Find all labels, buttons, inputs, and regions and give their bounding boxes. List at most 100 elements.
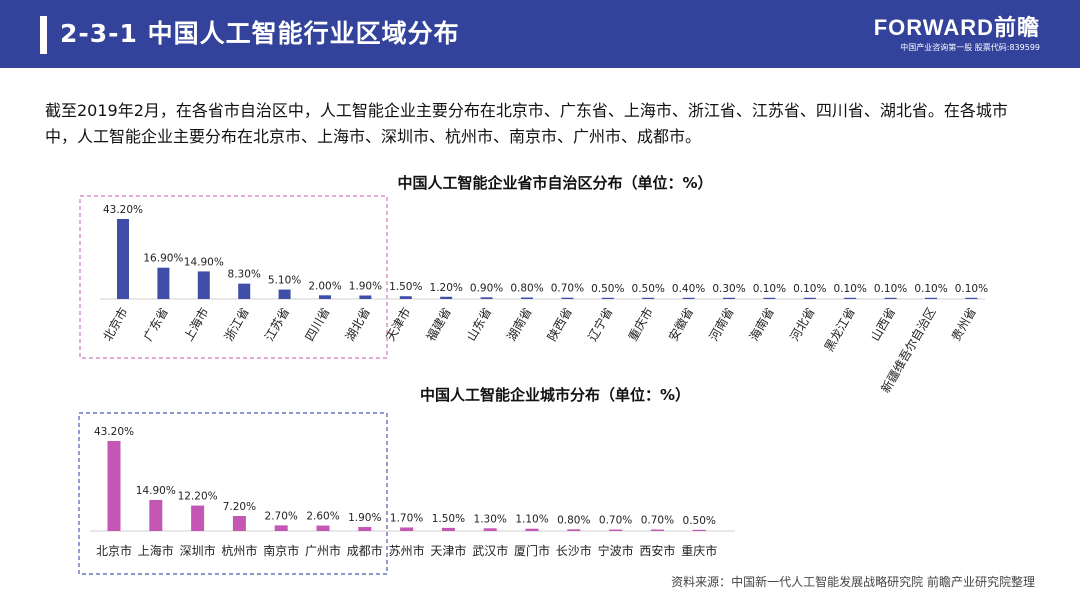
province-category-label: 浙江省 [222, 305, 252, 343]
city-bar [316, 525, 330, 531]
city-value-label: 14.90% [136, 485, 176, 497]
province-value-label: 1.50% [389, 281, 422, 293]
brand-logo: FORWARD前瞻 中国产业咨询第一股 股票代码:839599 [874, 16, 1040, 54]
city-bar [567, 529, 581, 531]
province-category-label: 四川省 [302, 305, 332, 343]
province-value-label: 0.10% [834, 283, 867, 295]
city-chart-title: 中国人工智能企业城市分布（单位：%） [419, 386, 691, 404]
province-bar [803, 297, 816, 299]
province-bar [117, 219, 129, 299]
province-value-label: 0.90% [470, 282, 503, 294]
city-value-label: 1.50% [432, 513, 465, 525]
province-bar [480, 297, 493, 299]
city-value-label: 1.30% [474, 513, 507, 525]
province-bar [278, 289, 291, 299]
province-value-label: 8.30% [228, 269, 261, 281]
city-category-label: 北京市 [96, 543, 132, 558]
province-value-label: 0.70% [551, 283, 584, 295]
province-category-label: 黑龙江省 [822, 305, 858, 354]
province-category-label: 江苏省 [262, 305, 292, 343]
city-value-label: 43.20% [94, 426, 134, 438]
province-bar [157, 267, 170, 299]
province-value-label: 1.90% [349, 280, 382, 292]
province-bar [682, 297, 695, 299]
header-accent-bar [40, 16, 47, 54]
province-category-label: 山东省 [464, 305, 494, 343]
province-value-label: 0.50% [632, 283, 665, 295]
intro-paragraph: 截至2019年2月，在各省市自治区中，人工智能企业主要分布在北京市、广东省、上海… [45, 101, 1008, 146]
city-category-label: 西安市 [639, 543, 675, 558]
province-bar [521, 297, 533, 299]
city-bar [358, 527, 372, 531]
province-category-label: 山西省 [868, 305, 898, 343]
city-bar [274, 525, 288, 531]
province-value-label: 2.00% [308, 280, 341, 292]
city-bar [149, 499, 163, 531]
province-bar [642, 297, 655, 299]
city-category-label: 苏州市 [389, 543, 425, 558]
city-bar [609, 529, 623, 531]
province-bar [965, 297, 978, 299]
province-category-label: 贵州省 [949, 305, 979, 343]
province-bar [440, 296, 453, 299]
city-value-label: 0.80% [557, 514, 590, 526]
province-category-label: 广东省 [141, 305, 171, 343]
city-category-label: 上海市 [138, 543, 174, 558]
province-bar [399, 296, 412, 299]
city-bar [441, 527, 455, 531]
city-category-label: 宁波市 [598, 543, 634, 558]
province-bar [197, 271, 210, 299]
city-value-label: 12.20% [178, 491, 218, 503]
province-bar [238, 283, 251, 299]
province-value-label: 0.80% [510, 283, 543, 295]
province-category-label: 湖南省 [504, 305, 535, 344]
province-bar [844, 297, 857, 299]
province-value-label: 0.10% [874, 283, 907, 295]
city-category-label: 深圳市 [180, 543, 216, 558]
province-value-label: 1.20% [430, 282, 463, 294]
city-value-label: 0.50% [683, 515, 716, 527]
province-value-label: 0.50% [591, 283, 624, 295]
city-value-label: 0.70% [599, 515, 632, 527]
city-category-label: 长沙市 [556, 543, 592, 558]
province-value-label: 0.10% [753, 283, 786, 295]
brand-name: FORWARD前瞻 [873, 15, 1040, 40]
source-note: 资料来源：中国新一代人工智能发展战略研究院 前瞻产业研究院整理 [671, 575, 1035, 589]
city-value-label: 0.70% [641, 515, 674, 527]
province-value-label: 14.90% [184, 256, 224, 268]
province-category-label: 重庆市 [625, 305, 656, 344]
city-bar [483, 528, 497, 531]
province-category-label: 辽宁省 [584, 305, 615, 344]
province-category-label: 河北省 [787, 305, 817, 343]
province-highlight-box [79, 195, 388, 359]
page-title: 2-3-1 中国人工智能行业区域分布 [60, 19, 460, 48]
province-value-label: 0.10% [955, 283, 988, 295]
city-bar [191, 505, 205, 531]
province-value-label: 0.30% [712, 283, 745, 295]
header-banner: 2-3-1 中国人工智能行业区域分布 FORWARD前瞻 中国产业咨询第一股 股… [0, 0, 1080, 68]
province-value-label: 16.90% [143, 253, 183, 265]
province-category-label: 河南省 [706, 305, 737, 344]
city-value-label: 1.70% [390, 512, 423, 524]
province-category-label: 陕西省 [544, 305, 575, 344]
city-category-label: 南京市 [263, 543, 299, 558]
brand-subtitle: 中国产业咨询第一股 股票代码:839599 [900, 43, 1040, 52]
city-value-label: 1.90% [348, 512, 381, 524]
province-bar [561, 297, 574, 299]
province-bar [723, 297, 735, 299]
city-value-label: 1.10% [515, 514, 548, 526]
city-category-label: 成都市 [347, 543, 383, 558]
province-category-label: 安徽省 [665, 305, 696, 344]
province-category-label: 湖北省 [342, 305, 373, 344]
city-value-label: 2.70% [265, 510, 298, 522]
city-category-label: 重庆市 [681, 543, 717, 558]
province-value-label: 43.20% [103, 204, 143, 216]
province-chart-title: 中国人工智能企业省市自治区分布（单位：%） [397, 174, 713, 192]
city-value-label: 2.60% [306, 511, 339, 523]
city-category-label: 广州市 [305, 543, 341, 558]
city-highlight-box [78, 412, 388, 575]
province-value-label: 0.40% [672, 283, 705, 295]
city-bar [650, 529, 664, 531]
city-bar [692, 529, 706, 531]
